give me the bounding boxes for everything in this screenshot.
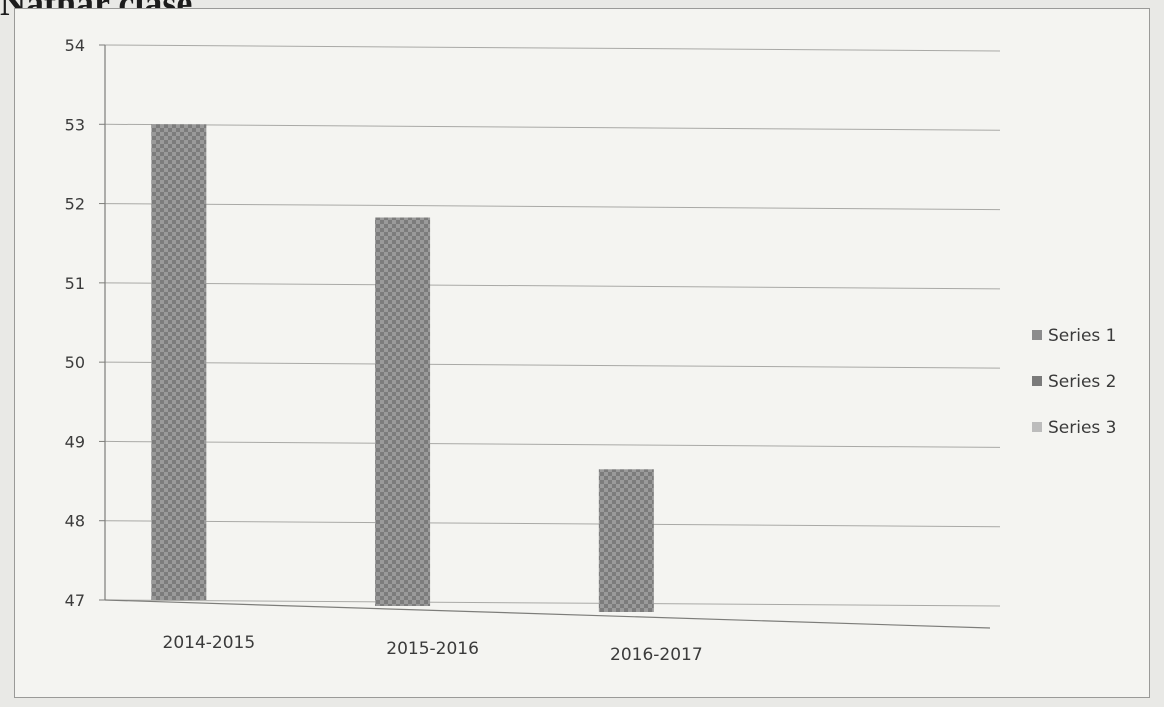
gridline [104,44,1001,52]
axis-labels: 47 48 49 50 51 52 53 54 2014-2015 2015-2016 2016-2… [65,36,703,665]
bar-series-1-2016-2017 [598,469,654,612]
gridline [104,282,1001,290]
gridline [104,599,1001,607]
legend-label: Series 2 [1048,372,1117,392]
y-tick-label: 48 [65,512,85,531]
legend-swatch [1032,422,1042,432]
x-category-label: 2015-2016 [386,639,479,659]
legend-swatch [1032,330,1042,340]
bar-series-1-2015-2016 [375,217,431,606]
axes [99,44,991,629]
legend-label: Series 3 [1048,418,1117,438]
y-tick-label: 49 [65,432,85,451]
x-category-label: 2014-2015 [163,633,256,653]
bar-series-1-2014-2015 [151,124,207,601]
gridline [104,361,1001,369]
y-tick-label: 52 [65,195,85,214]
y-tick-label: 47 [65,591,85,610]
y-tick-label: 51 [65,274,85,293]
gridlines [104,44,1001,607]
y-tick-label: 50 [65,353,85,372]
x-category-label: 2016-2017 [610,645,703,665]
x-axis [104,599,991,629]
gridline [104,520,1001,528]
legend-label: Series 1 [1048,326,1117,346]
y-tick-label: 54 [65,36,85,55]
gridline [104,203,1001,211]
y-tick-label: 53 [65,115,85,134]
gridline [104,440,1001,448]
legend-swatch [1032,376,1042,386]
bars [151,124,654,612]
legend: Series 1 Series 2 Series 3 [1032,326,1117,438]
gridline [104,123,1001,131]
